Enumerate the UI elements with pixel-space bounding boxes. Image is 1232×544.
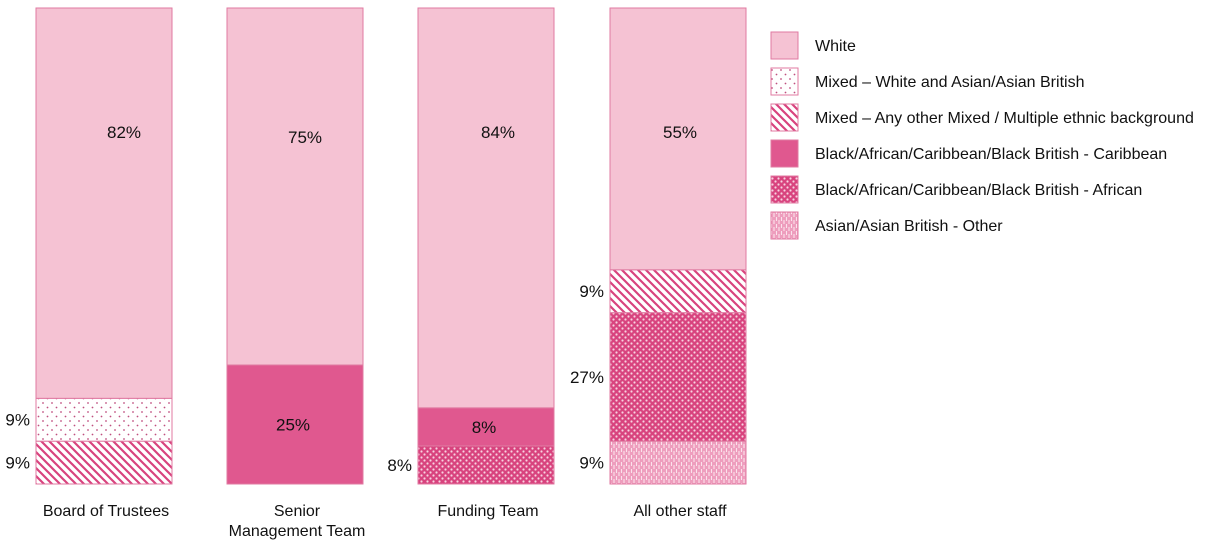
data-labels-layer: 9% 9% 82% 25% 75% 8% 8% 84% 9% 27% 9% 55% [5,123,697,475]
legend-label: Mixed – White and Asian/Asian British [815,74,1084,91]
data-label: 75% [288,128,322,147]
category-label: Board of Trustees [43,503,169,520]
data-label: 9% [5,454,30,473]
legend-swatch-white [770,31,799,60]
legend-swatch-black-african-caribbean-black-british-caribbean [770,139,799,168]
data-label: 9% [579,454,604,473]
bar-segment-black-african-caribbean-black-british-african-3 [417,445,555,485]
legend-label: White [815,38,856,55]
bar-segment-mixed-any-other-mixed-multiple-ethnic-background-4 [609,269,747,314]
category-label: All other staff [633,503,727,520]
category-label: Senior [274,503,321,520]
bar-segment-white-4 [609,7,747,271]
bar-segment-mixed-white-and-asian-asian-british-1 [35,397,173,442]
legend-swatch-mixed-white-and-asian-asian-british [770,67,799,96]
legend-label: Mixed – Any other Mixed / Multiple ethni… [815,110,1194,127]
category-label: Management Team [229,523,366,540]
bar-segment-asian-asian-british-other-4 [609,440,747,485]
data-label: 82% [107,123,141,142]
bar-segment-black-african-caribbean-black-british-caribbean-2 [226,364,364,485]
legend-swatch-black-african-caribbean-black-british-african [770,175,799,204]
data-label: 84% [481,123,515,142]
data-label: 9% [5,411,30,430]
data-label: 55% [663,123,697,142]
legend-swatch-mixed-any-other-mixed-multiple-ethnic-background [770,103,799,132]
bar-segment-white-2 [226,7,364,366]
legend: White Mixed – White and Asian/Asian Briti… [770,31,1194,240]
data-label: 8% [472,418,497,437]
data-label: 8% [387,456,412,475]
legend-label: Black/African/Caribbean/Black British - … [815,182,1142,199]
bars-layer [35,7,747,485]
legend-swatch-asian-asian-british-other [770,211,799,240]
data-label: 25% [276,416,310,435]
category-label: Funding Team [437,503,538,520]
category-labels-layer: Board of Trustees Senior Management Team Fu… [43,503,727,540]
bar-segment-white-3 [417,7,555,409]
data-label: 27% [570,368,604,387]
bar-segment-mixed-any-other-mixed-multiple-ethnic-background-1 [35,440,173,485]
bar-segment-white-1 [35,7,173,399]
legend-label: Asian/Asian British - Other [815,218,1003,235]
data-label: 9% [579,282,604,301]
bar-segment-black-african-caribbean-black-british-caribbean-3 [417,407,555,447]
legend-label: Black/African/Caribbean/Black British - … [815,146,1167,163]
bar-segment-black-african-caribbean-black-british-african-4 [609,312,747,442]
